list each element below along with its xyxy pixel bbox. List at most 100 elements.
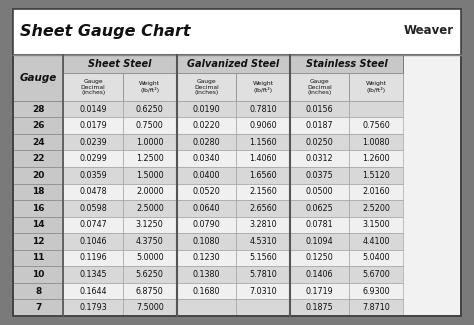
Bar [123, 184, 177, 200]
Bar [349, 216, 403, 233]
Text: 7.0310: 7.0310 [249, 287, 277, 295]
Bar [64, 266, 123, 283]
Bar [64, 167, 123, 184]
Bar [64, 101, 123, 117]
Bar [290, 117, 349, 134]
Text: 7.5000: 7.5000 [136, 303, 164, 312]
Bar [123, 101, 177, 117]
Text: Sheet Steel: Sheet Steel [88, 59, 152, 69]
Bar [123, 73, 177, 101]
Bar [13, 9, 461, 55]
Bar [123, 150, 177, 167]
Text: Sheet Gauge Chart: Sheet Gauge Chart [20, 24, 191, 39]
Bar [349, 73, 403, 101]
Bar [64, 184, 123, 200]
Bar [290, 250, 349, 266]
Bar [13, 117, 64, 134]
Text: 0.9060: 0.9060 [249, 121, 277, 130]
Text: Gauge
Decimal
(inches): Gauge Decimal (inches) [307, 79, 332, 95]
Bar [13, 184, 64, 200]
Text: 5.6700: 5.6700 [363, 270, 390, 279]
Text: 16: 16 [32, 204, 45, 213]
Text: Weight
(lb/ft²): Weight (lb/ft²) [253, 81, 273, 93]
Text: 4.5310: 4.5310 [249, 237, 277, 246]
Bar [236, 233, 290, 250]
Text: —: — [416, 26, 424, 35]
Bar [13, 283, 64, 299]
Bar [236, 250, 290, 266]
Text: 1.2600: 1.2600 [363, 154, 390, 163]
Bar [13, 216, 64, 233]
Text: 1.0080: 1.0080 [363, 138, 390, 147]
Text: 0.0781: 0.0781 [306, 220, 333, 229]
Bar [349, 134, 403, 150]
Text: 0.1250: 0.1250 [306, 254, 334, 263]
Text: 0.0640: 0.0640 [192, 204, 220, 213]
Bar [236, 184, 290, 200]
Text: 11: 11 [32, 254, 45, 263]
Bar [290, 266, 349, 283]
Text: 5.0000: 5.0000 [136, 254, 164, 263]
Text: 5.6250: 5.6250 [136, 270, 164, 279]
Text: 0.1875: 0.1875 [306, 303, 334, 312]
Text: 0.7810: 0.7810 [249, 105, 277, 113]
Text: 0.0156: 0.0156 [306, 105, 333, 113]
Text: 26: 26 [32, 121, 45, 130]
Bar [290, 283, 349, 299]
Bar [290, 55, 403, 73]
Text: 0.1196: 0.1196 [79, 254, 107, 263]
Bar [13, 299, 64, 316]
Bar [177, 233, 236, 250]
Bar [236, 200, 290, 216]
Text: 0.0220: 0.0220 [192, 121, 220, 130]
Text: 7: 7 [35, 303, 42, 312]
Text: Gauge
Decimal
(inches): Gauge Decimal (inches) [81, 79, 106, 95]
Text: 2.5200: 2.5200 [362, 204, 390, 213]
Bar [290, 216, 349, 233]
Bar [123, 250, 177, 266]
Bar [64, 250, 123, 266]
Text: 0.1080: 0.1080 [192, 237, 220, 246]
Text: 1.2500: 1.2500 [136, 154, 164, 163]
Text: Gauge
Decimal
(inches): Gauge Decimal (inches) [194, 79, 219, 95]
Bar [13, 101, 64, 117]
Bar [349, 283, 403, 299]
Text: 0.1094: 0.1094 [306, 237, 333, 246]
Bar [177, 299, 236, 316]
Bar [123, 117, 177, 134]
Text: 0.1230: 0.1230 [192, 254, 220, 263]
Text: 0.1793: 0.1793 [79, 303, 107, 312]
Bar [236, 167, 290, 184]
Bar [349, 184, 403, 200]
Bar [64, 73, 123, 101]
Bar [64, 134, 123, 150]
Bar [13, 167, 64, 184]
Bar [64, 216, 123, 233]
Bar [177, 167, 236, 184]
Text: 12: 12 [32, 237, 45, 246]
Bar [123, 216, 177, 233]
Bar [13, 55, 64, 101]
Text: 0.1644: 0.1644 [80, 287, 107, 295]
Bar [177, 101, 236, 117]
Text: 5.0400: 5.0400 [363, 254, 390, 263]
Bar [349, 266, 403, 283]
Bar [13, 250, 64, 266]
Text: Weight
(lb/ft²): Weight (lb/ft²) [139, 81, 160, 93]
Bar [349, 150, 403, 167]
Bar [123, 233, 177, 250]
Text: 22: 22 [32, 154, 45, 163]
Bar [177, 283, 236, 299]
Bar [236, 101, 290, 117]
Bar [349, 101, 403, 117]
Text: 0.1345: 0.1345 [79, 270, 107, 279]
Bar [13, 134, 64, 150]
Text: 0.0625: 0.0625 [306, 204, 334, 213]
Bar [290, 233, 349, 250]
Bar [349, 250, 403, 266]
Text: 0.0280: 0.0280 [192, 138, 220, 147]
Bar [236, 117, 290, 134]
Bar [177, 250, 236, 266]
Text: 2.1560: 2.1560 [249, 187, 277, 196]
Bar [290, 184, 349, 200]
